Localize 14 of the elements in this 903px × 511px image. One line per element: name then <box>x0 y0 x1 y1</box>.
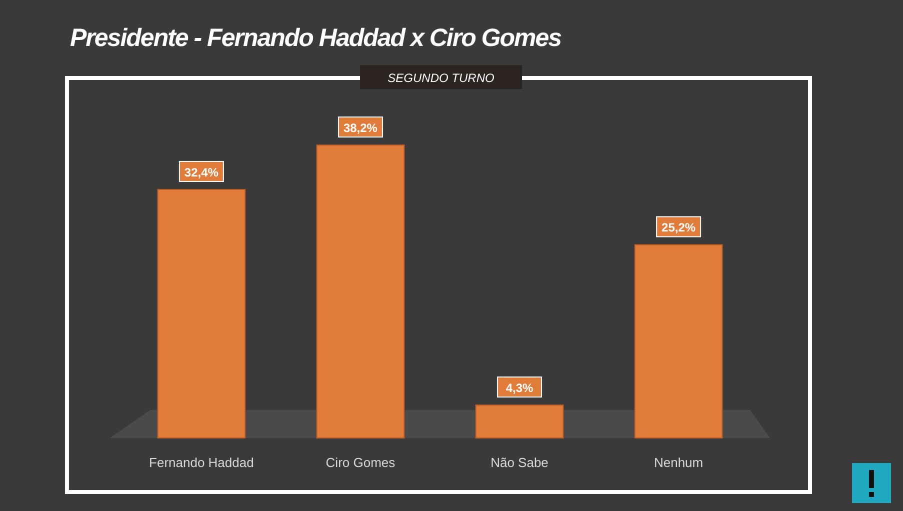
x-tick-label: Nenhum <box>654 455 704 470</box>
data-label: 38,2% <box>343 121 378 135</box>
bar <box>157 188 246 438</box>
data-label: 25,2% <box>662 220 696 235</box>
bar <box>475 404 564 438</box>
bar <box>316 144 405 438</box>
x-tick-label: Não Sabe <box>490 455 548 470</box>
data-label: 32,4% <box>184 165 219 180</box>
x-tick-label: Ciro Gomes <box>326 455 396 470</box>
chart-title: Presidente - Fernando Haddad x Ciro Gomes <box>70 24 562 52</box>
chart-subtitle: SEGUNDO TURNO <box>388 71 494 85</box>
x-tick-label: Fernando Haddad <box>149 455 254 470</box>
bar <box>634 244 723 438</box>
data-label: 4,3% <box>506 381 534 396</box>
